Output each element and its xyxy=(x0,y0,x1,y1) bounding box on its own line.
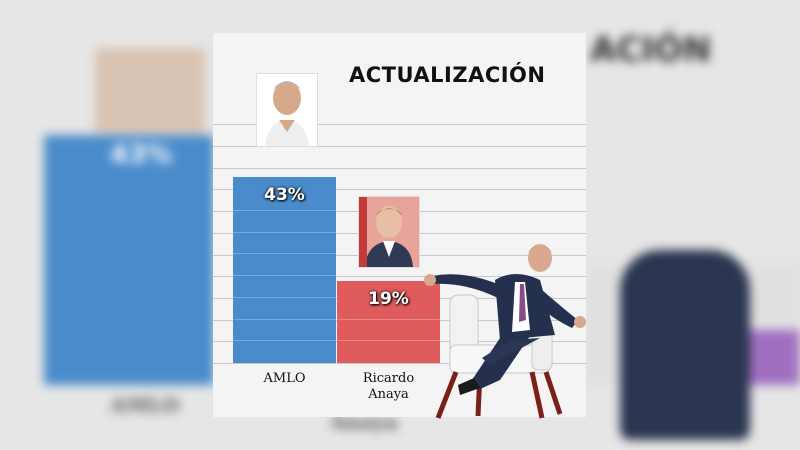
background-heading: ACIÓN xyxy=(590,30,712,70)
bar-1 xyxy=(337,280,440,363)
value-label-0: 43% xyxy=(264,184,305,205)
grid-line xyxy=(213,167,586,169)
amlo-photo xyxy=(256,73,318,147)
grid-line xyxy=(213,124,586,126)
bar-grid-line xyxy=(337,340,440,342)
anaya-photo xyxy=(358,196,420,268)
category-label-0: AMLO xyxy=(263,371,306,386)
background-cat-left: AMLO xyxy=(110,393,180,417)
background-value: 43% xyxy=(110,140,173,170)
bar-grid-line xyxy=(233,340,336,342)
value-label-1: 19% xyxy=(368,288,409,309)
background-photo xyxy=(95,48,205,133)
bar-grid-line xyxy=(233,231,336,233)
grid-line xyxy=(213,363,586,364)
background-person xyxy=(620,250,750,440)
chart-title: ACTUALIZACIÓN xyxy=(349,63,546,87)
bar-grid-line xyxy=(337,318,440,320)
grid-line xyxy=(213,189,586,191)
person-in-chair-image xyxy=(420,240,590,420)
category-label-1: Ricardo Anaya xyxy=(362,371,415,402)
bar-grid-line xyxy=(233,253,336,255)
bar-0 xyxy=(233,176,336,363)
bar-grid-line xyxy=(233,275,336,277)
background-bar-blue xyxy=(44,135,214,385)
bar-grid-line xyxy=(233,296,336,298)
grid-line xyxy=(213,146,586,147)
grid-line xyxy=(213,276,586,278)
bar-grid-line xyxy=(233,318,336,320)
bar-grid-line xyxy=(233,210,336,212)
